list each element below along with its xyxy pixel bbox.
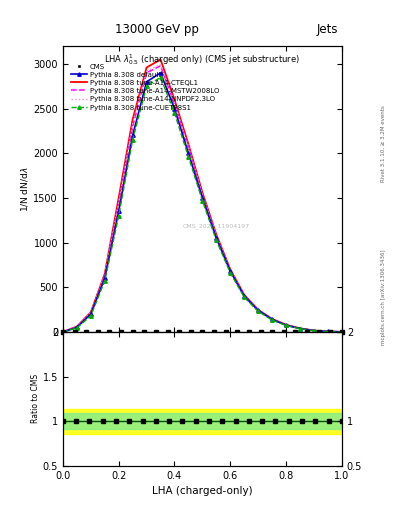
Legend: CMS, Pythia 8.308 default, Pythia 8.308 tune-A14-CTEQL1, Pythia 8.308 tune-A14-M: CMS, Pythia 8.308 default, Pythia 8.308 …	[69, 61, 221, 113]
Y-axis label: $\mathrm{1/N\;dN/d}\lambda$: $\mathrm{1/N\;dN/d}\lambda$	[20, 166, 31, 212]
Text: LHA $\lambda^{1}_{0.5}$ (charged only) (CMS jet substructure): LHA $\lambda^{1}_{0.5}$ (charged only) (…	[105, 52, 300, 67]
Text: Rivet 3.1.10, ≥ 3.2M events: Rivet 3.1.10, ≥ 3.2M events	[381, 105, 386, 182]
X-axis label: LHA (charged-only): LHA (charged-only)	[152, 486, 253, 496]
Text: 13000 GeV pp: 13000 GeV pp	[115, 23, 199, 36]
Y-axis label: Ratio to CMS: Ratio to CMS	[31, 374, 40, 423]
Text: mcplots.cern.ch [arXiv:1306.3436]: mcplots.cern.ch [arXiv:1306.3436]	[381, 249, 386, 345]
Text: CMS_2021_11904197: CMS_2021_11904197	[183, 223, 250, 229]
Text: Jets: Jets	[316, 23, 338, 36]
